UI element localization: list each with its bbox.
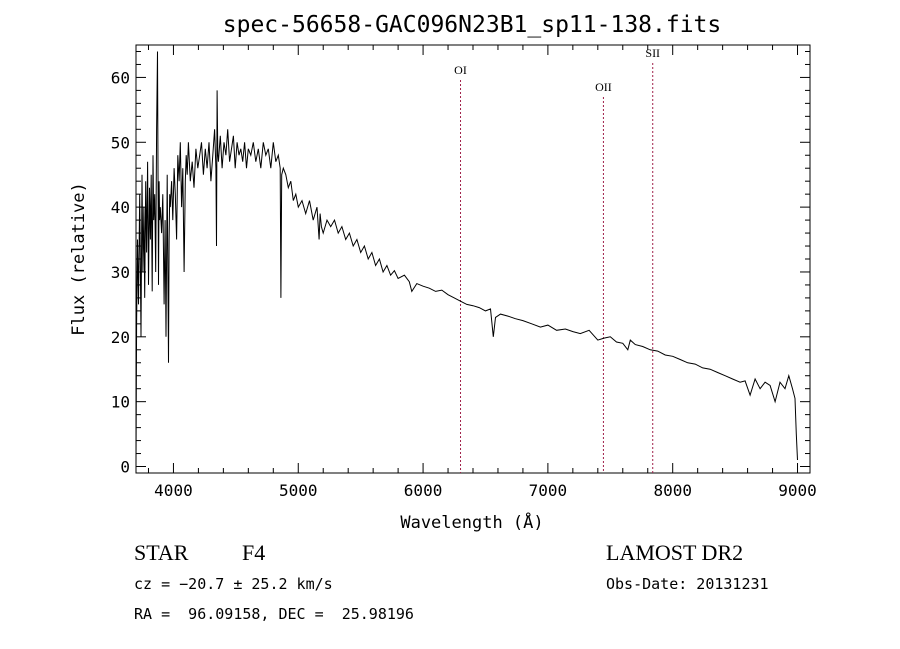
x-tick-label: 9000 [778, 481, 817, 500]
x-tick-label: 5000 [279, 481, 318, 500]
y-tick-label: 40 [111, 198, 130, 217]
y-axis-label: Flux (relative) [69, 182, 89, 336]
object-subclass: F4 [242, 540, 265, 565]
x-tick-label: 8000 [653, 481, 692, 500]
x-tick-label: 7000 [529, 481, 568, 500]
y-tick-label: 50 [111, 133, 130, 152]
marker-label: SII [645, 46, 660, 60]
object-class: STAR [134, 540, 189, 565]
y-tick-label: 10 [111, 393, 130, 412]
y-tick-label: 0 [120, 458, 130, 477]
y-tick-label: 60 [111, 68, 130, 87]
spectral-line-markers: OI OII SII [454, 46, 660, 473]
marker-label: OI [454, 63, 467, 77]
velocity-readout: cz = −20.7 ± 25.2 km/s [134, 575, 333, 593]
y-tick-label: 30 [111, 263, 130, 282]
plot-frame [135, 44, 811, 474]
survey-name: LAMOST DR2 [606, 540, 743, 565]
x-axis-ticks: 4000 5000 6000 7000 8000 9000 [147, 45, 817, 500]
obs-date: Obs-Date: 20131231 [606, 575, 769, 593]
chart-title: spec-56658-GAC096N23B1_sp11-138.fits [223, 12, 722, 38]
marker-label: OII [595, 80, 612, 94]
y-axis-ticks: 0 10 20 30 40 50 60 [111, 50, 810, 477]
x-axis-label: Wavelength (Å) [400, 511, 543, 533]
coordinates: RA = 96.09158, DEC = 25.98196 [134, 605, 414, 623]
spectrum-line [135, 51, 798, 464]
x-tick-label: 4000 [154, 481, 193, 500]
x-tick-label: 6000 [404, 481, 443, 500]
y-tick-label: 20 [111, 328, 130, 347]
